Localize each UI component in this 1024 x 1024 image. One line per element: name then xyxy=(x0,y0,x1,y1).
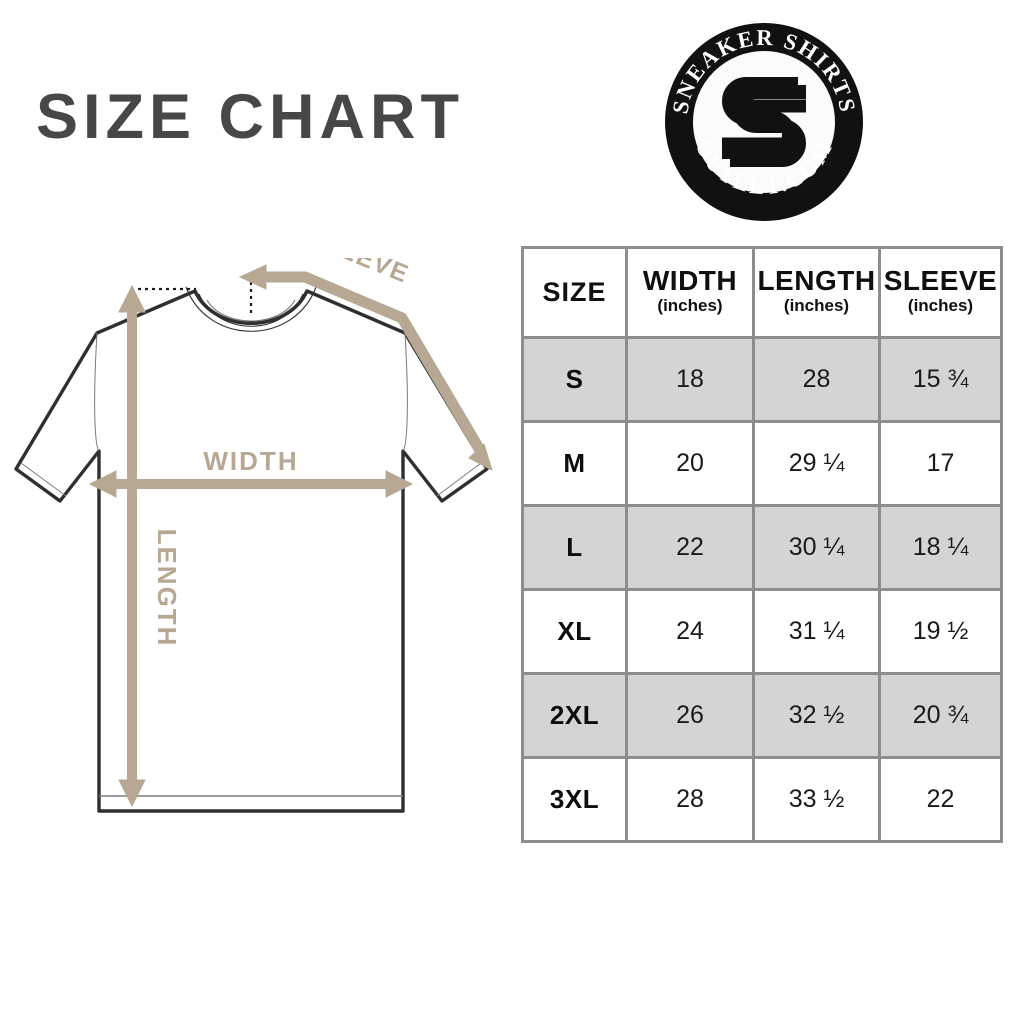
row-length-value: 30 ¼ xyxy=(752,504,881,591)
table-row: 3XL 28 33 ½ 22 xyxy=(521,756,1003,843)
row-length-value: 29 ¼ xyxy=(752,420,881,507)
table-row: XL 24 31 ¼ 19 ½ xyxy=(521,588,1003,675)
table-row: 2XL 26 32 ½ 20 ¾ xyxy=(521,672,1003,759)
row-sleeve-value: 18 ¼ xyxy=(878,504,1003,591)
sleeve-arrow-line xyxy=(262,271,485,453)
header-cell-length: LENGTH (inches) xyxy=(752,246,881,339)
page-title: SIZE CHART xyxy=(36,82,464,152)
tshirt-outline xyxy=(14,282,489,813)
row-width-value: 24 xyxy=(625,588,755,675)
header-length-unit: (inches) xyxy=(783,296,850,316)
row-length-value: 32 ½ xyxy=(752,672,881,759)
row-width-value: 22 xyxy=(625,504,755,591)
row-size-value: L xyxy=(521,504,628,591)
row-length-value: 31 ¼ xyxy=(752,588,881,675)
brand-logo-icon: SNEAKER SHIRTS OUTLET.COM xyxy=(661,19,867,225)
row-size-value: 2XL xyxy=(521,672,628,759)
table-header-row: SIZE WIDTH (inches) LENGTH (inches) SLEE… xyxy=(521,246,1003,339)
table-row: L 22 30 ¼ 18 ¼ xyxy=(521,504,1003,591)
header-size-label: SIZE xyxy=(542,276,607,307)
length-label: LENGTH xyxy=(152,529,182,648)
size-table: SIZE WIDTH (inches) LENGTH (inches) SLEE… xyxy=(521,246,1003,843)
brand-logo: SNEAKER SHIRTS OUTLET.COM xyxy=(660,18,868,226)
row-sleeve-value: 19 ½ xyxy=(878,588,1003,675)
table-row: S 18 28 15 ¾ xyxy=(521,336,1003,423)
row-length-value: 28 xyxy=(752,336,881,423)
row-sleeve-value: 15 ¾ xyxy=(878,336,1003,423)
width-label: WIDTH xyxy=(203,446,298,476)
row-size-value: S xyxy=(521,336,628,423)
header-cell-width: WIDTH (inches) xyxy=(625,246,755,339)
header-sleeve-label: SLEEVE xyxy=(883,264,998,296)
width-arrowhead-left xyxy=(88,470,117,498)
row-size-value: XL xyxy=(521,588,628,675)
row-sleeve-value: 17 xyxy=(878,420,1003,507)
row-width-value: 26 xyxy=(625,672,755,759)
measurement-arrows xyxy=(88,264,493,808)
header-width-label: WIDTH xyxy=(642,264,738,296)
length-arrowhead-top xyxy=(118,284,146,313)
row-size-value: 3XL xyxy=(521,756,628,843)
header-sleeve-unit: (inches) xyxy=(907,296,974,316)
sleeve-arrowhead-left xyxy=(238,264,267,290)
row-width-value: 20 xyxy=(625,420,755,507)
length-arrowhead-bottom xyxy=(118,779,146,808)
logo-monogram-bars xyxy=(722,99,806,151)
header-cell-sleeve: SLEEVE (inches) xyxy=(878,246,1003,339)
row-width-value: 18 xyxy=(625,336,755,423)
header-length-label: LENGTH xyxy=(757,264,876,296)
tshirt-diagram-svg: SLEEVE WIDTH LENGTH xyxy=(14,222,493,813)
table-row: M 20 29 ¼ 17 xyxy=(521,420,1003,507)
row-sleeve-value: 22 xyxy=(878,756,1003,843)
row-size-value: M xyxy=(521,420,628,507)
header-cell-size: SIZE xyxy=(521,246,628,339)
header-width-unit: (inches) xyxy=(657,296,723,316)
tshirt-diagram: SLEEVE WIDTH LENGTH xyxy=(0,222,510,848)
row-width-value: 28 xyxy=(625,756,755,843)
row-length-value: 33 ½ xyxy=(752,756,881,843)
width-arrowhead-right xyxy=(385,470,414,498)
row-sleeve-value: 20 ¾ xyxy=(878,672,1003,759)
sleeve-arrowhead-right xyxy=(468,443,493,471)
